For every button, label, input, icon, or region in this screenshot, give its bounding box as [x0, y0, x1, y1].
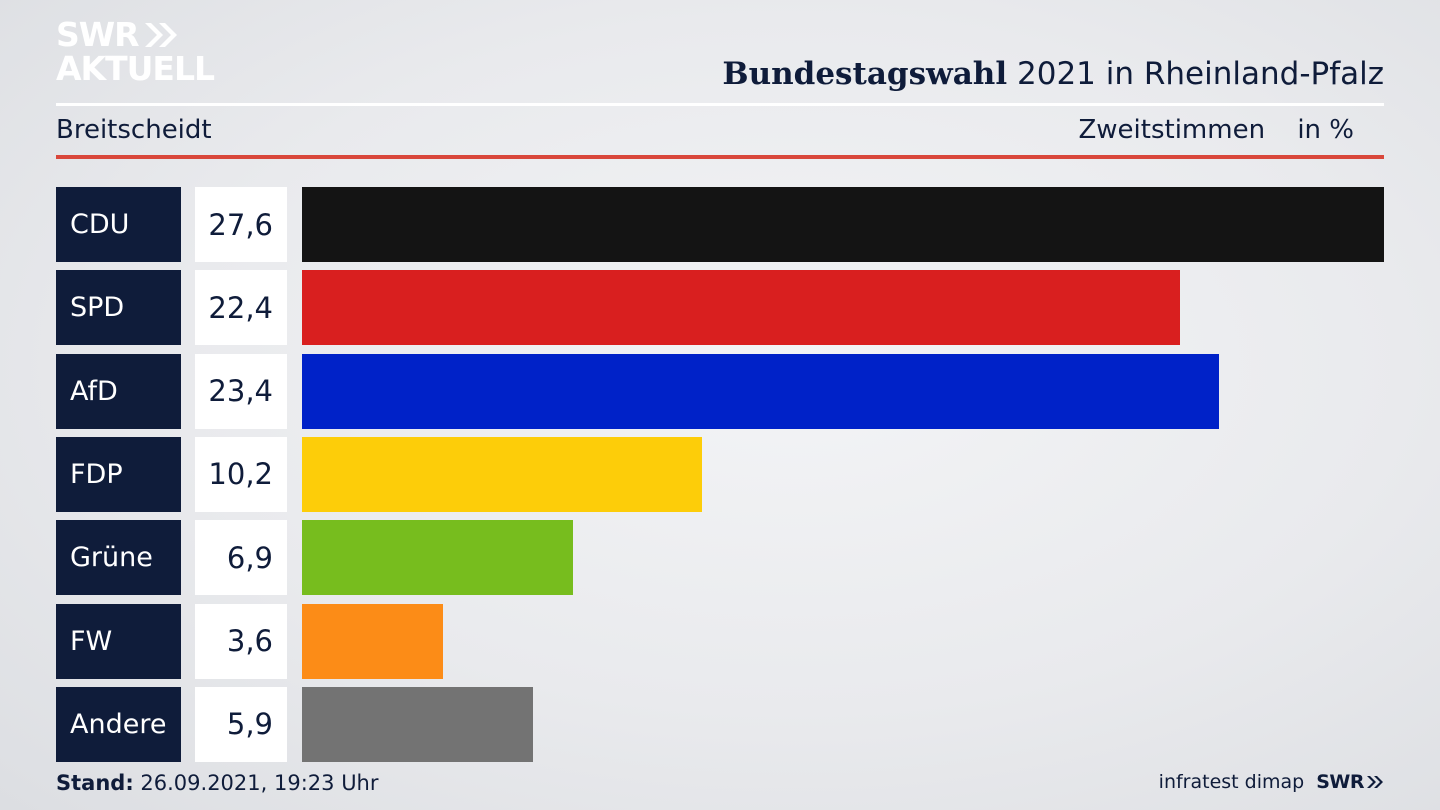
stand-value: 26.09.2021, 19:23 Uhr	[140, 771, 379, 795]
timestamp: Stand: 26.09.2021, 19:23 Uhr	[56, 771, 379, 795]
bar-fw	[302, 603, 443, 679]
bar-gr-ne	[302, 520, 573, 596]
source-name: infratest dimap	[1158, 771, 1305, 793]
bar-row: Andere 5,9	[56, 686, 1384, 762]
value-label: 3,6	[195, 603, 287, 679]
party-label: Grüne	[56, 520, 181, 596]
bar-afd	[302, 353, 1219, 429]
measure-label: Zweitstimmen in %	[1078, 115, 1354, 145]
bar-row: Grüne 6,9	[56, 520, 1384, 596]
chart-title: Bundestagswahl 2021 in Rheinland-Pfalz	[722, 56, 1384, 92]
swr-aktuell-logo: SWR AKTUELL	[56, 15, 215, 88]
double-chevron-small-icon	[1367, 776, 1383, 788]
region-label: Breitscheidt	[56, 115, 212, 145]
logo-text-swr: SWR	[56, 15, 140, 54]
bar-cdu	[302, 187, 1384, 262]
party-label: CDU	[56, 187, 181, 262]
value-label: 22,4	[195, 270, 287, 346]
value-label: 27,6	[195, 187, 287, 262]
bar-spd	[302, 270, 1180, 346]
party-label: AfD	[56, 353, 181, 429]
title-rest: 2021 in Rheinland-Pfalz	[1017, 56, 1384, 92]
bar-row: FDP 10,2	[56, 436, 1384, 512]
bar-row: AfD 23,4	[56, 353, 1384, 429]
swr-small-logo: SWR	[1316, 771, 1384, 793]
title-bold: Bundestagswahl	[722, 56, 1008, 92]
party-label: FDP	[56, 436, 181, 512]
value-label: 23,4	[195, 353, 287, 429]
swr-small-text: SWR	[1316, 771, 1364, 793]
double-chevron-icon	[144, 23, 177, 47]
bar-fdp	[302, 436, 702, 512]
bar-row: CDU 27,6	[56, 187, 1384, 262]
stand-label: Stand:	[56, 771, 134, 795]
bar-row: FW 3,6	[56, 603, 1384, 679]
unit-text: in %	[1297, 115, 1354, 145]
value-label: 10,2	[195, 436, 287, 512]
header-divider	[56, 103, 1384, 106]
party-label: Andere	[56, 686, 181, 762]
logo-text-aktuell: AKTUELL	[56, 49, 215, 88]
party-label: FW	[56, 603, 181, 679]
bar-row: SPD 22,4	[56, 270, 1384, 346]
measure-text: Zweitstimmen	[1078, 115, 1266, 145]
value-label: 5,9	[195, 686, 287, 762]
party-label: SPD	[56, 270, 181, 346]
accent-divider	[56, 155, 1384, 159]
value-label: 6,9	[195, 520, 287, 596]
source-credit: infratest dimap SWR	[1159, 771, 1384, 793]
bar-andere	[302, 686, 533, 762]
